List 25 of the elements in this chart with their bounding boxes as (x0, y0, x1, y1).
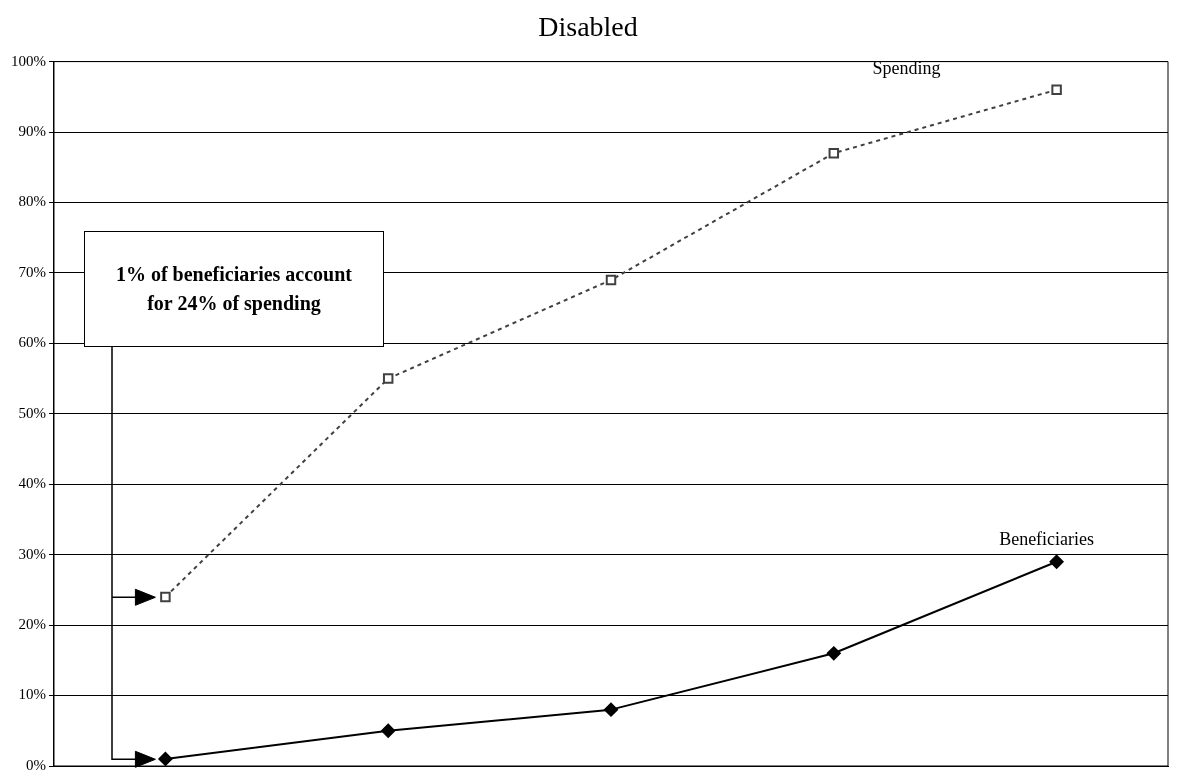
y-tick-label: 60% (18, 334, 46, 351)
y-tick-label: 100% (11, 52, 46, 69)
y-tick-label: 90% (18, 122, 46, 139)
point (160, 591, 171, 603)
y-tick-label: 10% (18, 686, 46, 703)
point (381, 723, 396, 738)
y-tick-label: 70% (18, 263, 46, 280)
point (604, 702, 618, 717)
y-tick-label: 50% (18, 404, 46, 421)
point (1049, 554, 1064, 569)
y-tick-label: 40% (18, 475, 46, 492)
y-tick-label: 30% (18, 545, 46, 562)
callout-box: 1% of beneficiaries account for 24% of spending (84, 230, 384, 347)
point (828, 147, 840, 159)
chart-title: Disabled (538, 11, 638, 43)
point (605, 274, 617, 286)
series-label: Beneficiaries (999, 529, 1095, 550)
point (1051, 84, 1062, 96)
y-tick-label: 0% (26, 756, 46, 773)
point (382, 373, 394, 384)
point (158, 751, 173, 766)
y-tick-label: 20% (18, 616, 46, 633)
y-tick-label: 80% (18, 193, 46, 210)
point (826, 646, 841, 661)
text: Spending (872, 57, 941, 78)
